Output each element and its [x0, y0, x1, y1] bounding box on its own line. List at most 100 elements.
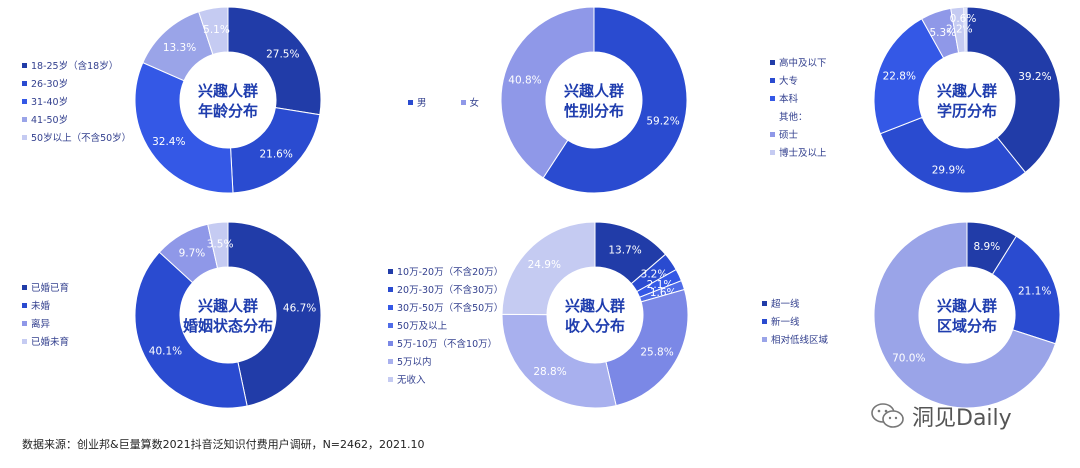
legend-swatch	[770, 95, 775, 101]
data-label-5: 28.8%	[533, 366, 566, 378]
legend-label: 未婚	[31, 301, 51, 312]
legend-label: 20万-30万（不含30万）	[397, 285, 504, 296]
legend-entry: 本科	[770, 89, 827, 107]
legend-swatch	[22, 320, 27, 326]
data-label-1: 21.1%	[1018, 285, 1051, 297]
data-label-1: 40.1%	[149, 346, 182, 358]
chart-title-line1: 兴趣人群	[564, 82, 624, 100]
legend-entry: 5万以内	[388, 352, 503, 370]
data-label-0: 46.7%	[283, 303, 316, 315]
legend-entry: 未婚	[22, 296, 69, 314]
legend-swatch	[762, 336, 767, 342]
chart-title-line1: 兴趣人群	[937, 297, 997, 315]
legend-entry: 其他：	[770, 107, 827, 125]
data-label-1: 21.6%	[259, 149, 292, 161]
legend-marriage: 已婚已育未婚离异已婚未育	[22, 278, 69, 350]
legend-label: 50岁以上（不含50岁）	[31, 133, 132, 144]
legend-label: 41-50岁	[31, 115, 69, 126]
legend-region: 超一线 新一线 相对低线区域	[762, 294, 828, 348]
data-label-2: 32.4%	[152, 136, 185, 148]
legend-swatch	[770, 131, 775, 137]
legend-swatch	[22, 62, 27, 68]
data-label-extra-0: 0.6%	[950, 13, 977, 25]
legend-swatch	[22, 134, 27, 140]
legend-swatch	[770, 59, 775, 65]
data-label-4: 5.3%	[929, 27, 956, 39]
data-label-1: 40.8%	[508, 74, 541, 86]
legend-income: 10万-20万（不含20万） 20万-30万（不含30万） 30万-50万（不含50…	[388, 262, 503, 388]
legend-entry: 已婚已育	[22, 278, 69, 296]
data-label-4: 5.1%	[203, 24, 230, 36]
legend-swatch	[22, 302, 27, 308]
legend-label: 已婚未育	[31, 337, 70, 348]
legend-entry: 30万-50万（不含50万）	[388, 298, 503, 316]
chart-title-line1: 兴趣人群	[198, 297, 258, 315]
chart-title-line2: 性别分布	[564, 102, 624, 120]
legend-entry: 31-40岁	[22, 92, 131, 110]
legend-label: 本科	[779, 94, 799, 105]
legend-entry: 5万-10万（不含10万）	[388, 334, 503, 352]
legend-swatch	[460, 99, 466, 105]
legend-swatch	[22, 116, 27, 122]
legend-entry: 26-30岁	[22, 74, 131, 92]
legend-entry: 超一线	[762, 294, 828, 312]
legend-label: 相对低线区域	[771, 335, 829, 346]
data-label-1: 29.9%	[932, 165, 965, 177]
legend-swatch	[770, 77, 775, 83]
legend-label: 无收入	[397, 375, 426, 386]
watermark-text: 洞见Daily	[912, 406, 1012, 431]
chart-title-line1: 兴趣人群	[565, 297, 625, 315]
legend-label: 10万-20万（不含20万）	[397, 267, 504, 278]
legend-age: 18-25岁（含18岁） 26-30岁 31-40岁 41-50岁 50岁以上（不含50…	[22, 56, 131, 146]
legend-swatch	[408, 99, 413, 105]
chart-title-line1: 兴趣人群	[937, 82, 997, 100]
legend-label: 5万以内	[397, 357, 432, 368]
legend-entry: 无收入	[388, 370, 503, 388]
legend-entry: 博士及以上	[770, 143, 827, 161]
data-label-0: 27.5%	[266, 48, 299, 60]
legend-entry: 高中及以下	[770, 53, 827, 71]
legend-swatch	[762, 318, 767, 324]
legend-label: 其他：	[779, 112, 808, 123]
legend-label: 男	[417, 98, 427, 109]
legend-swatch	[388, 358, 393, 364]
legend-swatch	[22, 284, 27, 290]
legend-gender: 男女	[408, 93, 513, 111]
legend-entry: 20万-30万（不含30万）	[388, 280, 503, 298]
legend-label: 女	[469, 98, 480, 109]
slice-extra-0	[963, 7, 967, 53]
data-label-5: 2.2%	[946, 23, 973, 35]
chart-title-line1: 兴趣人群	[198, 82, 258, 100]
legend-swatch	[388, 340, 393, 346]
donut-hole	[919, 267, 1015, 363]
data-label-0: 39.2%	[1018, 71, 1051, 83]
legend-swatch	[770, 113, 775, 119]
legend-entry: 大专	[770, 71, 827, 89]
legend-entry: 41-50岁	[22, 110, 131, 128]
data-label-0: 8.9%	[974, 241, 1001, 253]
legend-entry: 50岁以上（不含50岁）	[22, 128, 131, 146]
donut-hole	[547, 267, 643, 363]
donut-hole	[180, 267, 276, 363]
legend-label: 已婚已育	[31, 283, 70, 294]
data-label-3: 3.5%	[207, 238, 234, 250]
legend-label: 离异	[31, 319, 51, 330]
legend-swatch	[388, 304, 393, 310]
legend-label: 50万及以上	[397, 321, 448, 332]
slice-0	[227, 6, 322, 116]
legend-entry: 10万-20万（不含20万）	[388, 262, 503, 280]
legend-swatch	[22, 98, 27, 104]
chart-title-line2: 收入分布	[565, 317, 625, 335]
legend-label: 博士及以上	[779, 148, 827, 159]
legend-entry: 已婚未育	[22, 332, 69, 350]
legend-entry: 男	[408, 93, 427, 111]
wechat-icon	[871, 403, 904, 428]
donut-hole	[180, 52, 276, 148]
data-label-0: 13.7%	[608, 245, 641, 257]
data-label-2: 70.0%	[892, 352, 925, 364]
legend-label: 硕士	[779, 130, 799, 141]
